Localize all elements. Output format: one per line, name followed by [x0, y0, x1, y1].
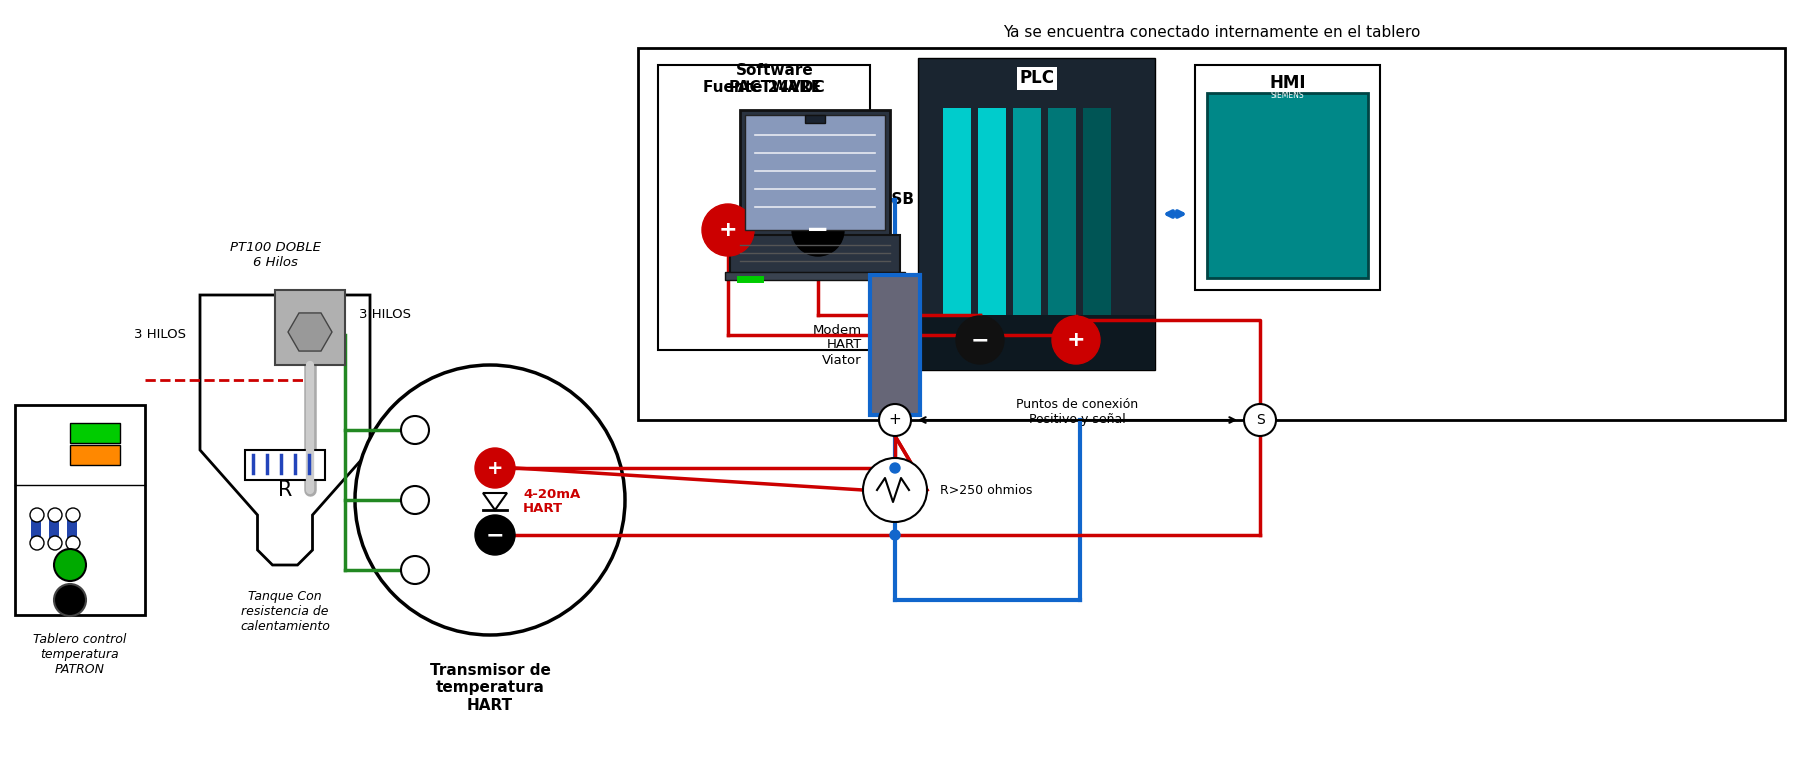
- Text: Tablero control
temperatura
PATRON: Tablero control temperatura PATRON: [33, 633, 127, 676]
- Bar: [275, 290, 346, 365]
- Circle shape: [31, 536, 43, 550]
- Circle shape: [54, 549, 87, 581]
- Circle shape: [402, 416, 429, 444]
- Text: SIEMENS: SIEMENS: [1271, 91, 1305, 100]
- Bar: [71, 445, 119, 465]
- Text: Tanque Con
resistencia de
calentamiento: Tanque Con resistencia de calentamiento: [241, 590, 329, 633]
- Text: USB: USB: [880, 193, 916, 207]
- Text: +: +: [1066, 330, 1086, 350]
- Circle shape: [402, 556, 429, 584]
- Bar: [977, 108, 1006, 350]
- Circle shape: [65, 536, 80, 550]
- Text: Puntos de conexión
Positivo y señal: Puntos de conexión Positivo y señal: [1017, 398, 1138, 426]
- Bar: [918, 315, 1155, 370]
- Bar: [1048, 108, 1075, 350]
- Circle shape: [402, 486, 429, 514]
- Bar: [637, 48, 1785, 420]
- Text: −: −: [807, 216, 829, 244]
- Text: Software
PACTWARE: Software PACTWARE: [728, 63, 822, 95]
- Text: R: R: [277, 480, 291, 500]
- Bar: [67, 517, 78, 545]
- Circle shape: [793, 204, 843, 256]
- Text: PLC: PLC: [1019, 69, 1053, 87]
- Bar: [71, 423, 119, 443]
- Circle shape: [891, 530, 900, 540]
- Text: −: −: [485, 525, 505, 545]
- Bar: [1195, 65, 1379, 290]
- Bar: [726, 272, 905, 280]
- Bar: [746, 115, 885, 230]
- Text: 3 HILOS: 3 HILOS: [358, 309, 411, 322]
- Circle shape: [31, 508, 43, 522]
- Text: PT100 DOBLE
6 Hilos: PT100 DOBLE 6 Hilos: [230, 241, 320, 269]
- Text: S: S: [1256, 413, 1265, 427]
- Text: 4-20mA
HART: 4-20mA HART: [523, 488, 581, 515]
- Bar: [943, 108, 970, 350]
- Bar: [31, 517, 42, 545]
- Text: HMI: HMI: [1269, 74, 1305, 92]
- Text: 3 HILOS: 3 HILOS: [134, 329, 186, 342]
- Text: −: −: [970, 330, 990, 350]
- Bar: [1207, 93, 1368, 278]
- Bar: [1082, 108, 1111, 350]
- Bar: [918, 58, 1155, 370]
- Bar: [49, 517, 60, 545]
- Text: Modem
HART
Viator: Modem HART Viator: [813, 323, 862, 366]
- Polygon shape: [199, 295, 369, 565]
- Circle shape: [702, 204, 755, 256]
- Circle shape: [956, 316, 1005, 364]
- Circle shape: [891, 463, 900, 473]
- Bar: [740, 110, 891, 235]
- Text: Transmisor de
temperatura
HART: Transmisor de temperatura HART: [429, 663, 550, 713]
- Circle shape: [880, 404, 910, 436]
- Bar: [1014, 108, 1041, 350]
- Circle shape: [65, 508, 80, 522]
- Circle shape: [474, 515, 516, 555]
- Bar: [659, 65, 871, 350]
- Circle shape: [49, 536, 62, 550]
- Text: +: +: [889, 412, 901, 428]
- Circle shape: [49, 508, 62, 522]
- Circle shape: [1052, 316, 1100, 364]
- Text: +: +: [487, 458, 503, 478]
- Polygon shape: [288, 313, 331, 351]
- Circle shape: [355, 365, 624, 635]
- Text: Ya se encuentra conectado internamente en el tablero: Ya se encuentra conectado internamente e…: [1003, 25, 1421, 40]
- Text: R>250 ohmios: R>250 ohmios: [939, 484, 1032, 496]
- Bar: [244, 450, 326, 480]
- Bar: [14, 405, 145, 615]
- Circle shape: [863, 458, 927, 522]
- Bar: [729, 235, 900, 273]
- Bar: [805, 115, 825, 123]
- Text: +: +: [719, 220, 737, 240]
- Circle shape: [1243, 404, 1276, 436]
- Circle shape: [474, 448, 516, 488]
- Circle shape: [54, 584, 87, 616]
- Text: Fuente 24VDC: Fuente 24VDC: [704, 80, 825, 94]
- Bar: [871, 275, 919, 415]
